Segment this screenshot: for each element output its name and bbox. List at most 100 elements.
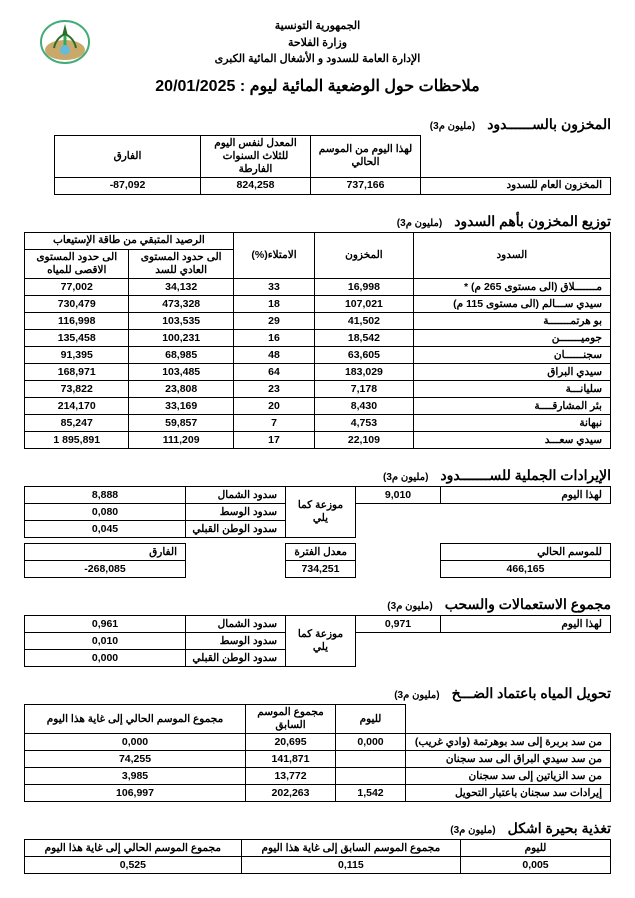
transfer-cur: 106,997	[25, 785, 246, 802]
dam-name: جوميـــــــن	[413, 330, 610, 347]
t3-se-v: 466,165	[441, 561, 611, 578]
dam-fill: 33	[233, 279, 314, 296]
transfer-prev: 13,772	[246, 768, 336, 785]
dam-max: 1 895,891	[25, 432, 129, 449]
dam-max: 168,971	[25, 364, 129, 381]
unit-4: (مليون م3)	[387, 601, 432, 612]
t2-c0: السدود	[413, 232, 610, 278]
header-line2: وزارة الفلاحة	[24, 35, 611, 52]
transfer-today	[336, 751, 406, 768]
t1-h1: لهذا اليوم من الموسم الحالي	[311, 135, 421, 177]
table-dams: السدود المخزون الامتلاء(%) الرصيد المتبق…	[24, 232, 611, 449]
t1-v1: 737,166	[311, 177, 421, 194]
t1-h2: المعدل لنفس اليوم للثلاث السنوات الفارطة	[201, 135, 311, 177]
table-row: من سد الزياتين إلى سد سجنان 13,7723,985	[25, 768, 611, 785]
t1-rowlabel: المخزون العام للسدود	[421, 177, 611, 194]
dam-max: 91,395	[25, 347, 129, 364]
dam-stock: 7,178	[315, 381, 414, 398]
t4-nv: 0,961	[25, 616, 186, 633]
t2-subhead: الرصيد المتبقي من طاقة الإستيعاب	[25, 232, 234, 249]
dam-stock: 18,542	[315, 330, 414, 347]
dam-normal: 23,808	[129, 381, 233, 398]
dam-name: سليانـــة	[413, 381, 610, 398]
agency-logo	[40, 20, 90, 64]
table-row: سيدي البراق183,02964103,485168,971	[25, 364, 611, 381]
dam-stock: 8,430	[315, 398, 414, 415]
unit-3: (مليون م3)	[383, 472, 428, 483]
t3-c-v: 0,080	[25, 504, 186, 521]
t2-c3: الى حدود المستوى العادي للسد	[129, 249, 233, 278]
dam-normal: 68,985	[129, 347, 233, 364]
t6-c3: مجموع الموسم الحالي إلى غاية هذا اليوم	[25, 840, 242, 857]
table-general-stock: لهذا اليوم من الموسم الحالي المعدل لنفس …	[24, 135, 611, 195]
t4-dist: موزعة كما يلي	[286, 616, 356, 667]
dam-name: سيدي سعـــد	[413, 432, 610, 449]
table-row: مـــــــلاق (الى مستوى 265 م) *16,998333…	[25, 279, 611, 296]
t4-nl: سدود الشمال	[186, 616, 286, 633]
dam-stock: 22,109	[315, 432, 414, 449]
unit-1: (مليون م3)	[430, 121, 475, 132]
transfer-name: من سد سيدي البراق الى سد سجنان	[406, 751, 611, 768]
dam-stock: 4,753	[315, 415, 414, 432]
dam-fill: 48	[233, 347, 314, 364]
dam-stock: 107,021	[315, 296, 414, 313]
dam-max: 135,458	[25, 330, 129, 347]
dam-fill: 17	[233, 432, 314, 449]
table-row: سيدي سعـــد22,10917111,2091 895,891	[25, 432, 611, 449]
t6-v2: 0,115	[241, 857, 460, 874]
t3-d-l: الفارق	[25, 544, 186, 561]
dam-normal: 59,857	[129, 415, 233, 432]
header-block: الجمهورية التونسية وزارة الفلاحة الإدارة…	[24, 18, 611, 68]
t2-c1: المخزون	[315, 232, 414, 278]
dam-fill: 18	[233, 296, 314, 313]
transfer-name: من سد بربرة إلى سد بوهرتمة (وادي غريب)	[406, 734, 611, 751]
t1-v3: -87,092	[55, 177, 201, 194]
t1-h3: الفارق	[55, 135, 201, 177]
t3-n-v: 8,888	[25, 487, 186, 504]
table-row: سليانـــة7,1782323,80873,822	[25, 381, 611, 398]
t5-c2: مجموع الموسم السابق	[246, 705, 336, 734]
page-title: ملاحظات حول الوضعية المائية ليوم : 20/01…	[24, 76, 611, 96]
unit-5: (مليون م3)	[394, 690, 439, 701]
sec-use-title: مجموع الاستعمالات والسحب	[445, 596, 611, 613]
table-rev-season: للموسم الحالي معدل الفترة الفارق 466,165…	[24, 543, 611, 578]
sec-stock-title: المخزون بالســــــدود	[487, 116, 611, 133]
table-rev-today: لهذا اليوم 9,010 موزعة كما يلي سدود الشم…	[24, 486, 611, 538]
transfer-name: إيرادات سد سجنان باعتبار التحويل	[406, 785, 611, 802]
table-row: سجنــــــان63,6054868,98591,395	[25, 347, 611, 364]
dam-name: بو هرتمـــــــة	[413, 313, 610, 330]
dam-name: سيدي ســـالم (الى مستوى 115 م)	[413, 296, 610, 313]
table-row: نبهانة4,753759,85785,247	[25, 415, 611, 432]
transfer-prev: 20,695	[246, 734, 336, 751]
t5-c3: مجموع الموسم الحالي إلى غاية هذا اليوم	[25, 705, 246, 734]
t4-sv: 0,000	[25, 650, 186, 667]
transfer-name: من سد الزياتين إلى سد سجنان	[406, 768, 611, 785]
transfer-today	[336, 768, 406, 785]
dam-stock: 16,998	[315, 279, 414, 296]
t6-v3: 0,525	[25, 857, 242, 874]
dam-fill: 16	[233, 330, 314, 347]
dam-max: 214,170	[25, 398, 129, 415]
table-row: سيدي ســـالم (الى مستوى 115 م)107,021184…	[25, 296, 611, 313]
table-row: من سد سيدي البراق الى سد سجنان 141,87174,…	[25, 751, 611, 768]
dam-max: 73,822	[25, 381, 129, 398]
table-row: بئر المشارقــــة8,4302033,169214,170	[25, 398, 611, 415]
dam-name: مـــــــلاق (الى مستوى 265 م) *	[413, 279, 610, 296]
dam-name: سجنــــــان	[413, 347, 610, 364]
dam-fill: 23	[233, 381, 314, 398]
dam-stock: 41,502	[315, 313, 414, 330]
transfer-cur: 3,985	[25, 768, 246, 785]
t4-sl: سدود الوطن القبلي	[186, 650, 286, 667]
dam-fill: 20	[233, 398, 314, 415]
dam-fill: 64	[233, 364, 314, 381]
transfer-cur: 74,255	[25, 751, 246, 768]
transfer-prev: 141,871	[246, 751, 336, 768]
dam-normal: 33,169	[129, 398, 233, 415]
unit-6: (مليون م3)	[450, 825, 495, 836]
t3-dist: موزعة كما يلي	[286, 487, 356, 538]
dam-max: 77,002	[25, 279, 129, 296]
transfer-prev: 202,263	[246, 785, 336, 802]
table-transfer: لليوم مجموع الموسم السابق مجموع الموسم ا…	[24, 704, 611, 802]
t4-tv: 0,971	[356, 616, 441, 633]
t6-c2: مجموع الموسم السابق إلى غاية هذا اليوم	[241, 840, 460, 857]
